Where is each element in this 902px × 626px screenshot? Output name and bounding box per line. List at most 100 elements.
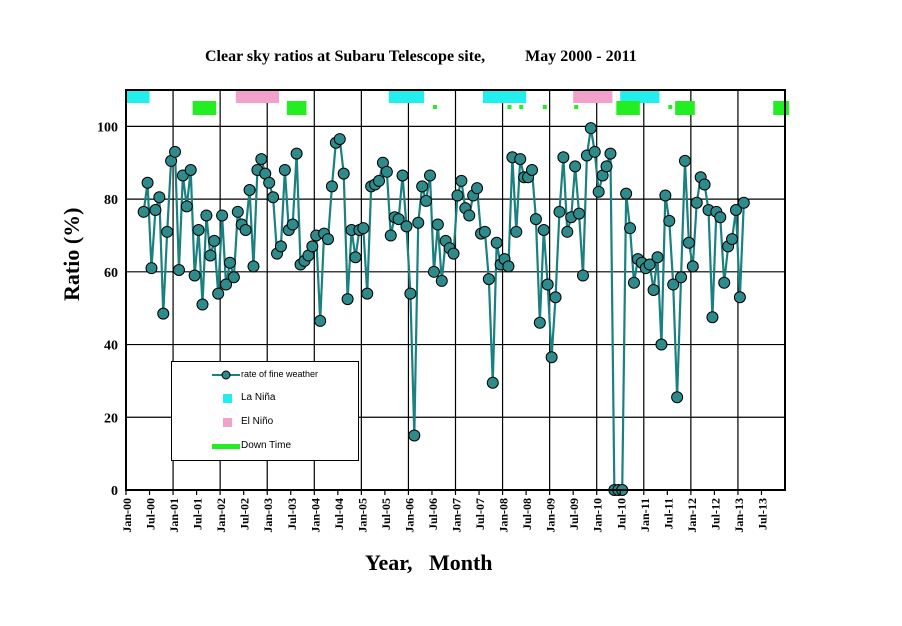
x-tick-label: Jul-03 xyxy=(285,498,299,530)
data-point xyxy=(286,218,299,231)
y-tick-label: 80 xyxy=(104,193,118,208)
data-point xyxy=(227,271,240,284)
x-tick-label: Jan-11 xyxy=(638,498,652,532)
down-time-bar xyxy=(616,101,640,115)
data-point xyxy=(274,240,287,253)
legend-label-fine-weather: rate of fine weather xyxy=(241,369,319,379)
down-time-bar xyxy=(432,105,437,109)
legend-entry-el-nino: El Niño xyxy=(172,416,358,430)
x-tick-label: Jul-12 xyxy=(708,498,722,530)
data-point xyxy=(537,224,550,236)
data-point xyxy=(573,207,586,220)
data-point xyxy=(145,262,158,275)
data-point xyxy=(541,278,554,291)
data-point xyxy=(561,225,574,238)
el-nino-bar xyxy=(573,89,613,103)
legend: rate of fine weather La Niña El Niño Dow… xyxy=(171,361,359,461)
y-tick-label: 60 xyxy=(104,266,118,281)
legend-label-down-time: Down Time xyxy=(241,440,292,451)
data-point xyxy=(643,258,656,271)
data-point xyxy=(686,260,699,273)
data-point xyxy=(247,260,260,273)
data-point xyxy=(137,205,150,218)
data-point xyxy=(514,153,527,166)
data-point xyxy=(549,291,562,304)
x-tick-label: Jul-05 xyxy=(379,498,393,530)
data-point xyxy=(529,213,542,226)
data-point xyxy=(490,236,503,249)
data-point xyxy=(188,269,201,282)
data-point xyxy=(659,189,672,202)
data-point xyxy=(220,278,233,291)
la-nina-bar xyxy=(126,89,150,103)
legend-entry-down-time: Down Time xyxy=(172,440,358,454)
legend-label-la-nina: La Niña xyxy=(241,392,276,403)
data-point xyxy=(455,174,468,187)
x-tick-label: Jul-09 xyxy=(567,498,581,530)
chart-title: Clear sky ratios at Subaru Telescope sit… xyxy=(205,48,637,66)
data-point xyxy=(200,209,213,222)
data-point xyxy=(416,180,429,193)
data-point xyxy=(427,265,440,278)
data-point xyxy=(223,256,236,269)
data-point xyxy=(306,240,319,253)
y-tick-label: 100 xyxy=(97,120,118,135)
chart-title-range: May 2000 - 2011 xyxy=(525,48,637,65)
x-tick-label: Jan-00 xyxy=(120,498,134,533)
down-time-bar xyxy=(507,105,512,109)
data-point xyxy=(471,182,484,195)
data-point xyxy=(569,160,582,173)
x-tick-label: Jul-02 xyxy=(238,498,252,530)
series-rate-of-fine-weather xyxy=(137,122,750,496)
data-point xyxy=(196,298,209,311)
down-time-bar xyxy=(519,105,524,109)
x-tick-label: Jul-01 xyxy=(191,498,205,530)
down-time-bar xyxy=(773,101,789,115)
x-tick-label: Jan-07 xyxy=(450,498,464,533)
data-point xyxy=(447,247,460,260)
data-point xyxy=(325,180,338,193)
data-point xyxy=(373,174,386,187)
data-point xyxy=(525,164,538,176)
data-point xyxy=(627,276,640,289)
data-point xyxy=(412,216,425,229)
data-point xyxy=(184,164,197,176)
down-time-bar xyxy=(574,105,579,109)
data-point xyxy=(204,249,217,262)
chart-title-main: Clear sky ratios at Subaru Telescope sit… xyxy=(205,48,486,65)
x-tick-label: Jul-06 xyxy=(426,498,440,530)
y-tick-label: 20 xyxy=(104,411,118,426)
data-point xyxy=(733,291,746,304)
data-point xyxy=(533,316,546,329)
data-point xyxy=(337,167,350,180)
down-time-bar xyxy=(192,101,217,115)
data-point xyxy=(545,351,558,364)
x-tick-label: Jan-10 xyxy=(591,498,605,533)
data-point xyxy=(333,133,346,146)
el-nino-bar xyxy=(235,89,279,103)
data-point xyxy=(341,293,354,306)
x-tick-label: Jul-13 xyxy=(755,498,769,530)
x-tick-label: Jul-07 xyxy=(473,498,487,530)
data-point xyxy=(502,260,515,273)
data-point xyxy=(278,164,291,176)
data-point xyxy=(349,251,362,264)
data-point xyxy=(478,225,491,238)
x-tick-label: Jan-06 xyxy=(402,498,416,533)
data-point xyxy=(420,194,433,207)
data-point xyxy=(255,153,268,166)
x-tick-label: Jan-05 xyxy=(355,498,369,533)
data-point xyxy=(314,314,327,327)
data-point xyxy=(557,151,570,164)
down-time-bar xyxy=(668,105,673,109)
x-tick-label: Jan-03 xyxy=(261,498,275,533)
data-point xyxy=(396,169,409,182)
data-point xyxy=(153,191,166,204)
data-point xyxy=(667,278,680,291)
data-point xyxy=(192,224,205,236)
x-tick-label: Jan-01 xyxy=(167,498,181,533)
data-point xyxy=(161,225,174,238)
data-point xyxy=(392,213,405,226)
data-point xyxy=(463,209,476,222)
data-point xyxy=(698,178,711,191)
